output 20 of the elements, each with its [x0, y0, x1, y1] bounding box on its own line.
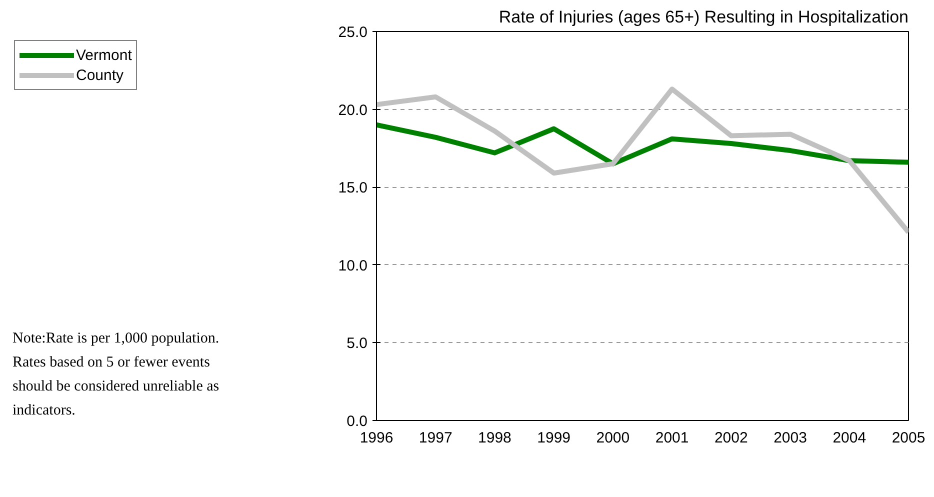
x-tick-label: 2001 — [655, 430, 689, 446]
x-tick-label: 2000 — [596, 430, 630, 446]
y-tick-label: 25.0 — [338, 24, 368, 41]
x-tick-label: 2003 — [774, 430, 807, 446]
x-tick-label: 2002 — [714, 430, 748, 446]
legend-label: Vermont — [76, 46, 132, 64]
y-tick-label: 0.0 — [346, 413, 368, 430]
legend-label: County — [76, 66, 124, 84]
x-tick-label: 1996 — [360, 430, 394, 446]
y-tick-label: 20.0 — [338, 102, 368, 119]
y-tick-label: 15.0 — [338, 180, 368, 197]
chart-title: Rate of Injuries (ages 65+) Resulting in Hospitalization — [498, 8, 909, 26]
x-tick-label: 2004 — [832, 430, 866, 446]
y-tick-label: 10.0 — [338, 257, 368, 274]
text: Note:Rate is per 1,000 population. Rates based on 5 or fewer events should be considered unreliable as indicators. — [12, 330, 220, 418]
x-tick-label: 1998 — [478, 430, 512, 446]
y-tick-label: 5.0 — [346, 335, 368, 352]
x-tick-label: 1997 — [418, 430, 452, 446]
x-tick-label: 1999 — [537, 430, 571, 446]
x-tick-label: 2005 — [892, 430, 926, 446]
